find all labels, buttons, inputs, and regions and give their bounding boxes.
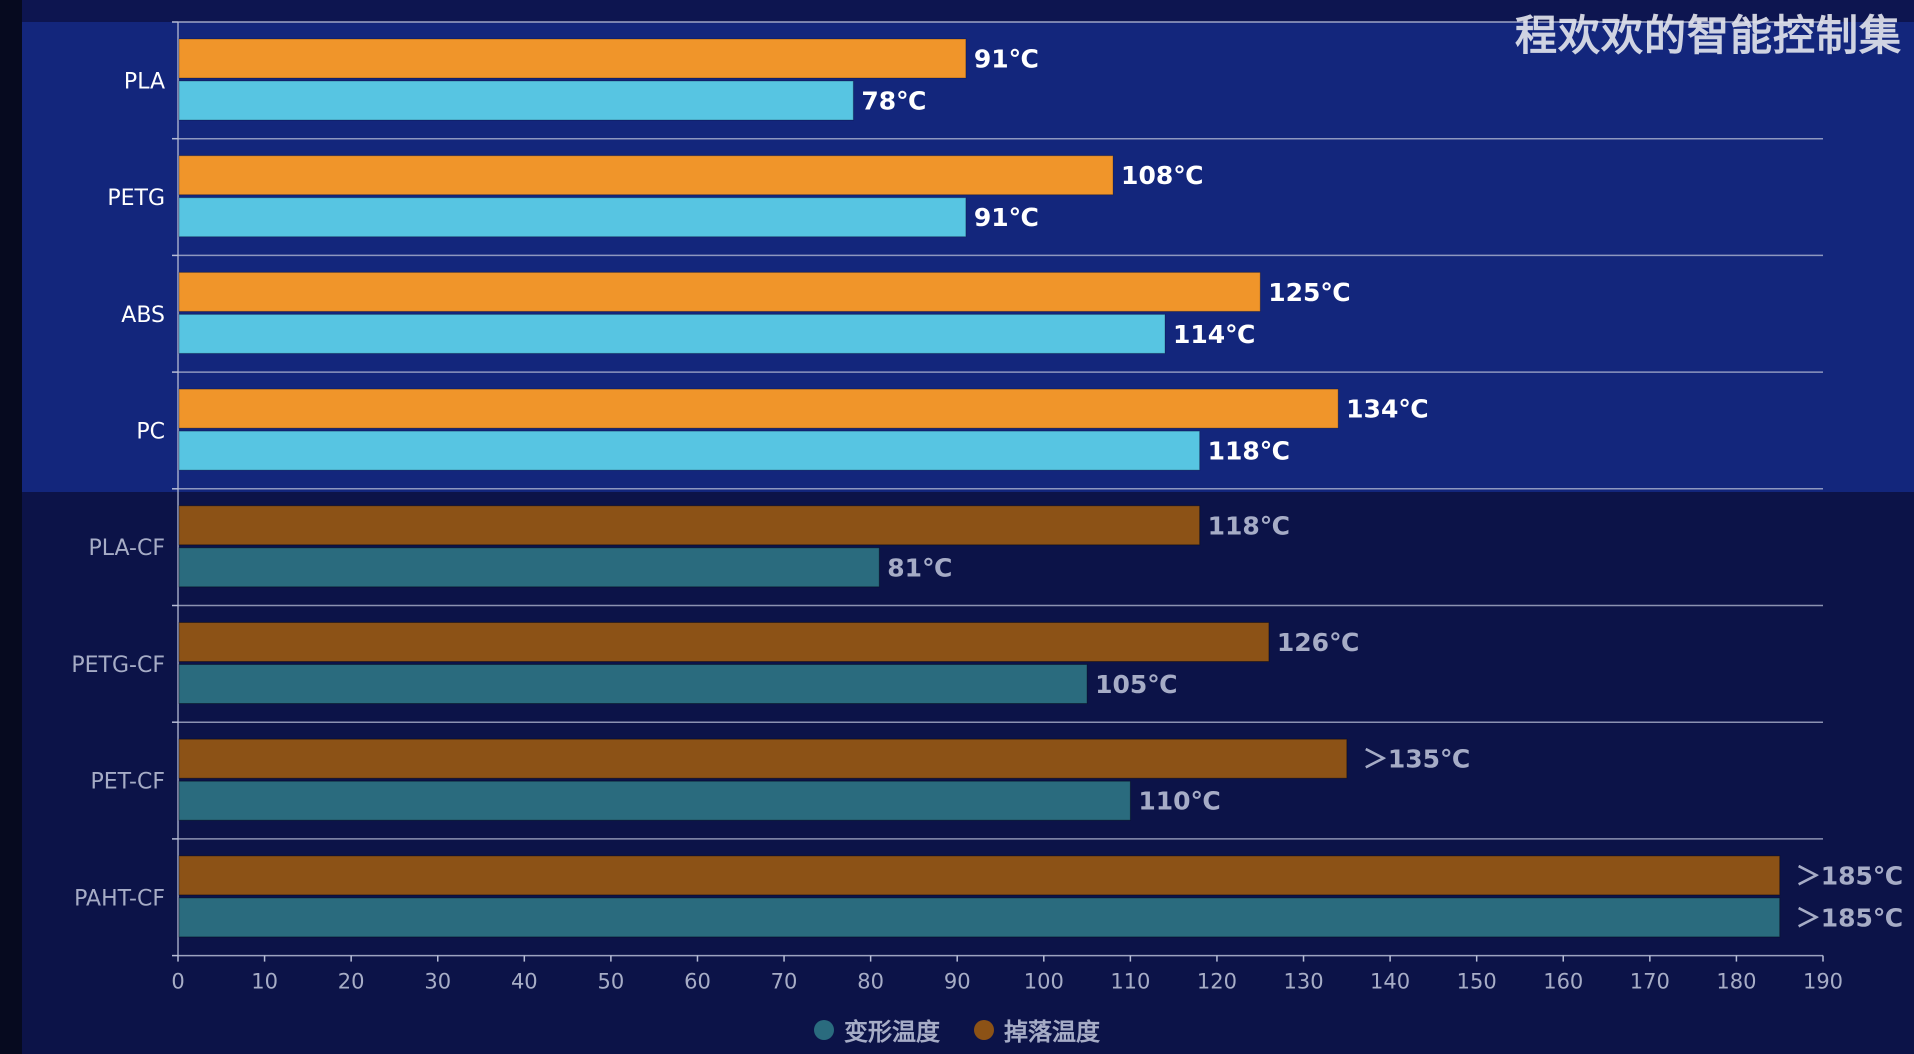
x-tick-label: 170	[1630, 970, 1670, 994]
x-tick-label: 80	[857, 970, 884, 994]
bar-value-label: 108℃	[1121, 161, 1203, 190]
bar-deform-temp	[178, 313, 1166, 354]
bar-drop-temp	[178, 505, 1201, 546]
legend-label: 掉落温度	[1004, 1018, 1100, 1046]
x-tick-label: 130	[1283, 970, 1323, 994]
x-tick-label: 40	[511, 970, 538, 994]
x-tick-label: 180	[1716, 970, 1756, 994]
bar-drop-temp	[178, 155, 1114, 196]
x-tick-label: 20	[338, 970, 365, 994]
x-tick-label: 160	[1543, 970, 1583, 994]
x-tick-label: 100	[1024, 970, 1064, 994]
x-tick-label: 0	[171, 970, 184, 994]
legend-dot-icon	[814, 1019, 834, 1040]
legend-item-deform[interactable]: 变形温度	[814, 1012, 940, 1047]
bar-drop-temp	[178, 388, 1339, 429]
legend-dot-icon	[974, 1019, 994, 1040]
legend-item-drop[interactable]: 掉落温度	[974, 1012, 1100, 1047]
bar-value-label: 91℃	[974, 45, 1039, 74]
bar-drop-temp	[178, 38, 967, 79]
bar-value-label: 78℃	[861, 87, 926, 116]
legend: 变形温度 掉落温度	[0, 1012, 1914, 1047]
x-tick-label: 150	[1457, 970, 1497, 994]
x-tick-label: 10	[251, 970, 278, 994]
legend-label: 变形温度	[844, 1018, 940, 1046]
bar-value-label: 81℃	[887, 553, 952, 582]
bar-deform-temp	[178, 664, 1088, 704]
category-label: PETG	[107, 186, 165, 211]
bar-deform-temp	[178, 80, 854, 121]
left-edge	[0, 0, 22, 1054]
category-label: PLA	[124, 69, 165, 94]
bar-drop-temp	[178, 855, 1781, 896]
bar-value-label: 91℃	[974, 203, 1039, 232]
bar-value-label: ＞135℃	[1363, 745, 1470, 774]
bar-drop-temp	[178, 738, 1348, 779]
bar-deform-temp	[178, 197, 967, 238]
category-label: PLA-CF	[88, 536, 165, 561]
x-tick-label: 110	[1110, 970, 1150, 994]
category-label: PET-CF	[90, 770, 165, 795]
bar-value-label: 118℃	[1208, 437, 1290, 466]
bar-deform-temp	[178, 780, 1131, 821]
category-label: PC	[136, 419, 165, 444]
watermark-text: 程欢欢的智能控制集	[1514, 11, 1902, 60]
bar-value-label: 114℃	[1173, 320, 1255, 349]
x-tick-label: 90	[944, 970, 971, 994]
bar-value-label: 118℃	[1208, 511, 1290, 540]
bar-value-label: 125℃	[1268, 278, 1350, 307]
x-tick-label: 50	[598, 970, 625, 994]
bar-value-label: 110℃	[1138, 787, 1220, 816]
bar-deform-temp	[178, 430, 1201, 471]
x-tick-label: 60	[684, 970, 711, 994]
category-label: PAHT-CF	[74, 886, 165, 911]
top-strip	[22, 0, 1914, 22]
x-tick-label: 30	[424, 970, 451, 994]
x-tick-label: 190	[1803, 970, 1843, 994]
bar-value-label: ＞185℃	[1796, 861, 1903, 890]
bar-value-label: 105℃	[1095, 670, 1177, 699]
bar-deform-temp	[178, 897, 1781, 938]
bar-value-label: 126℃	[1277, 628, 1359, 657]
x-tick-label: 120	[1197, 970, 1237, 994]
bar-deform-temp	[178, 547, 880, 588]
bar-value-label: ＞185℃	[1796, 903, 1903, 932]
bar-drop-temp	[178, 622, 1270, 662]
bar-drop-temp	[178, 271, 1261, 312]
category-label: PETG-CF	[71, 653, 165, 678]
x-tick-label: 70	[771, 970, 798, 994]
bar-value-label: 134℃	[1346, 395, 1428, 424]
x-tick-label: 140	[1370, 970, 1410, 994]
category-label: ABS	[121, 303, 165, 328]
